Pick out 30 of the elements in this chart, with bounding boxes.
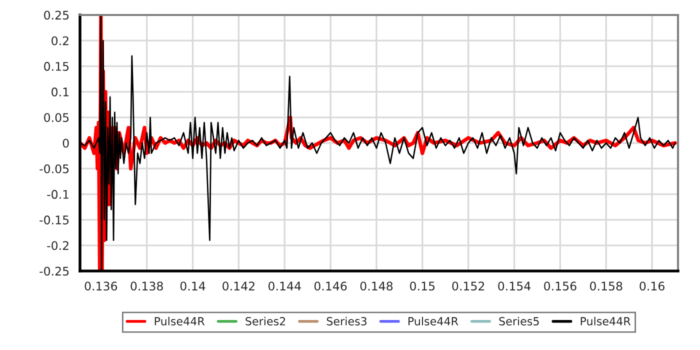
y-tick-label: 0.25 xyxy=(44,10,69,20)
y-tick-label: 0.2 xyxy=(52,36,68,46)
x-tick-label: 0.154 xyxy=(498,282,530,291)
y-tick-label: 0 xyxy=(62,138,69,148)
x-tick-label: 0.16 xyxy=(640,282,664,291)
legend-label: Series2 xyxy=(246,316,286,326)
x-tick-label: 0.148 xyxy=(360,282,393,291)
x-tick-label: 0.136 xyxy=(84,282,118,291)
x-tick-label: 0.14 xyxy=(180,282,206,291)
y-tick-label: -0.15 xyxy=(40,216,69,224)
x-tick-label: 0.142 xyxy=(222,282,254,291)
legend-label: Pulse44R xyxy=(580,316,631,326)
y-tick-label: 0.15 xyxy=(44,62,69,71)
x-tick-label: 0.15 xyxy=(410,282,435,291)
legend-label: Pulse44R xyxy=(408,316,458,326)
y-tick-label: -0.05 xyxy=(40,164,69,174)
y-tick-label: -0.2 xyxy=(47,241,68,250)
y-tick-label: -0.1 xyxy=(47,190,68,199)
x-tick-label: 0.156 xyxy=(544,282,576,291)
y-tick-label: 0.05 xyxy=(44,113,69,122)
x-tick-label: 0.138 xyxy=(130,282,163,291)
x-tick-label: 0.158 xyxy=(590,282,622,291)
x-tick-label: 0.152 xyxy=(452,282,484,291)
legend-label: Series3 xyxy=(326,316,366,326)
y-tick-label: 0.1 xyxy=(52,88,68,96)
y-tick-label: -0.25 xyxy=(40,266,69,276)
x-tick-label: 0.146 xyxy=(314,282,347,291)
legend-label: Series5 xyxy=(499,316,539,326)
legend-label: Pulse44R xyxy=(154,316,205,326)
x-tick-label: 0.144 xyxy=(268,282,301,291)
